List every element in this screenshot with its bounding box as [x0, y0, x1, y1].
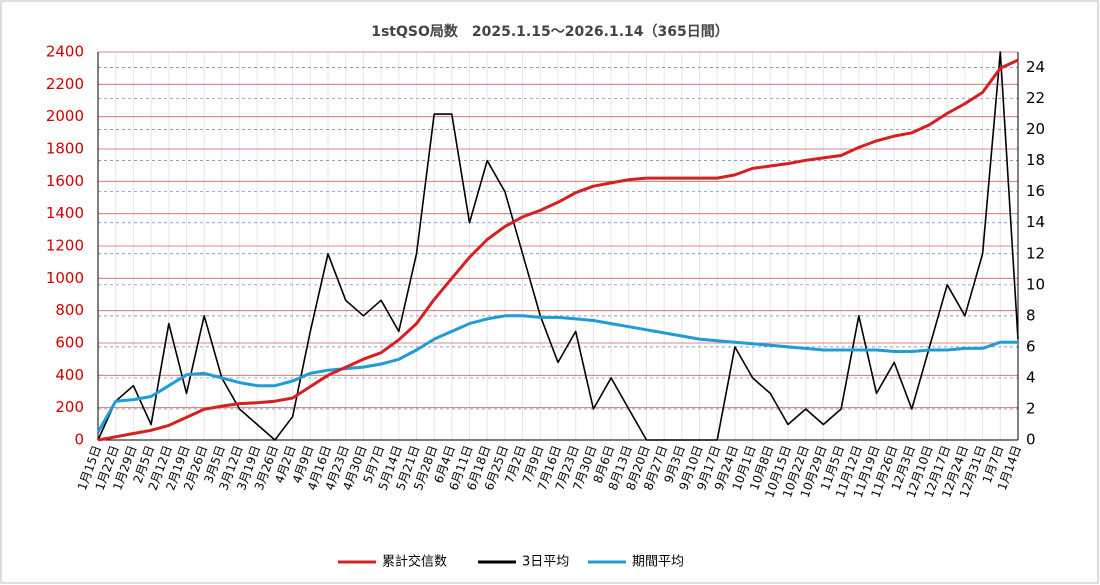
chart-title: 1stQSO局数 2025.1.15～2026.1.14（365日間） — [371, 23, 729, 40]
y2-tick-label: 18 — [1026, 151, 1045, 169]
y2-tick-label: 4 — [1026, 368, 1036, 386]
y-tick-label: 1600 — [46, 172, 84, 190]
y2-tick-label: 14 — [1026, 213, 1045, 231]
series-line — [97, 51, 1019, 441]
y-tick-label: 1000 — [46, 269, 84, 287]
y-tick-label: 400 — [55, 366, 84, 384]
legend-label: 期間平均 — [632, 555, 684, 570]
y2-tick-label: 22 — [1026, 89, 1045, 107]
y-tick-label: 2400 — [46, 43, 84, 61]
y2-tick-label: 8 — [1026, 306, 1036, 324]
y-tick-label: 2200 — [46, 75, 84, 93]
y-tick-label: 600 — [55, 334, 84, 352]
y2-tick-label: 10 — [1026, 275, 1045, 293]
series-line — [97, 58, 1019, 442]
y2-tick-label: 16 — [1026, 182, 1045, 200]
y2-tick-label: 2 — [1026, 399, 1036, 417]
y2-tick-label: 24 — [1026, 58, 1045, 76]
y2-tick-label: 20 — [1026, 120, 1045, 138]
y-tick-label: 0 — [74, 431, 84, 449]
series-line — [96, 314, 1018, 433]
y-tick-label: 1400 — [46, 204, 84, 222]
y-tick-label: 1200 — [46, 237, 84, 255]
legend-label: 累計交信数 — [382, 554, 447, 570]
y-tick-label: 1800 — [46, 140, 84, 158]
y-tick-label: 800 — [55, 301, 84, 319]
y2-tick-label: 0 — [1026, 431, 1036, 449]
y-tick-label: 2000 — [46, 107, 84, 125]
y2-tick-label: 12 — [1026, 244, 1045, 262]
legend-label: 3日平均 — [522, 555, 569, 570]
y2-tick-label: 6 — [1026, 337, 1036, 355]
y-tick-label: 200 — [55, 398, 84, 416]
